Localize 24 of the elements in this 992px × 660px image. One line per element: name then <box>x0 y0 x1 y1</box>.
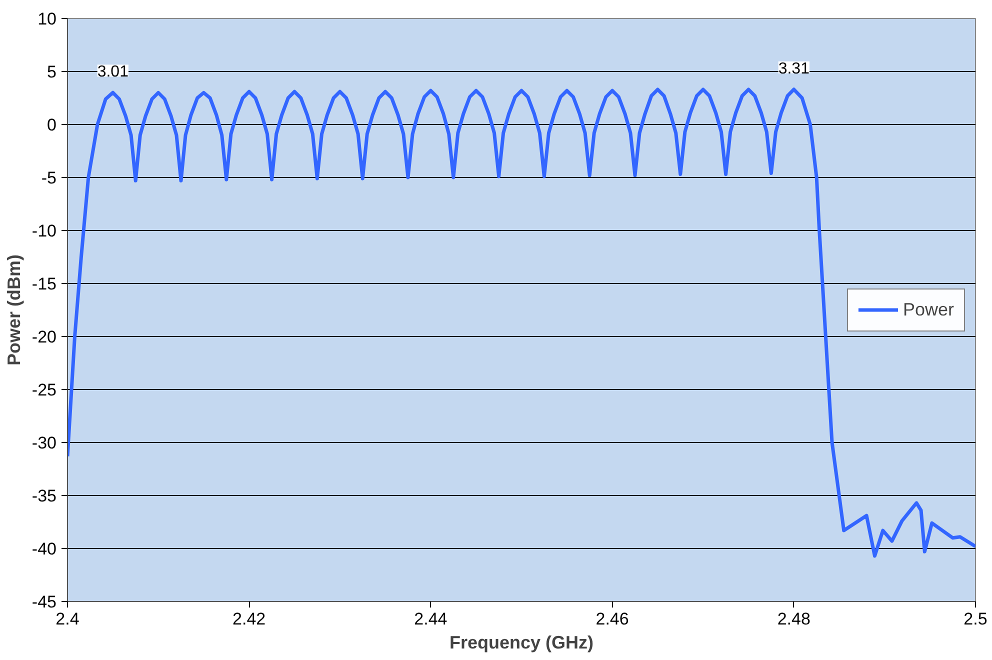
y-tick-label: -5 <box>41 168 57 188</box>
x-tick-label: 2.48 <box>777 610 810 628</box>
annotation: 3.01 <box>97 64 129 81</box>
y-tick-label: -35 <box>32 486 57 506</box>
y-tick-label: 10 <box>38 10 57 28</box>
y-axis-title: Power (dBm) <box>4 254 24 366</box>
y-tick-label: -20 <box>32 328 57 346</box>
x-tick-label: 2.44 <box>414 610 448 628</box>
y-tick-label: -15 <box>32 274 57 294</box>
x-axis-title: Frequency (GHz) <box>449 632 594 652</box>
x-tick-label: 2.5 <box>964 610 988 628</box>
x-tick-label: 2.42 <box>232 610 266 628</box>
y-tick-label: -30 <box>32 434 57 452</box>
y-tick-label: 0 <box>47 116 57 134</box>
legend-label: Power <box>902 299 954 320</box>
x-tick-label: 2.4 <box>56 610 80 628</box>
x-tick-label: 2.46 <box>596 610 629 628</box>
y-tick-label: -40 <box>32 540 57 558</box>
annotation: 3.31 <box>778 60 810 78</box>
line-series <box>68 88 976 558</box>
y-tick-label: -10 <box>32 222 57 240</box>
y-tick-label: 5 <box>47 62 57 82</box>
y-tick-label: -25 <box>32 380 57 400</box>
y-tick-label: -45 <box>32 592 57 612</box>
